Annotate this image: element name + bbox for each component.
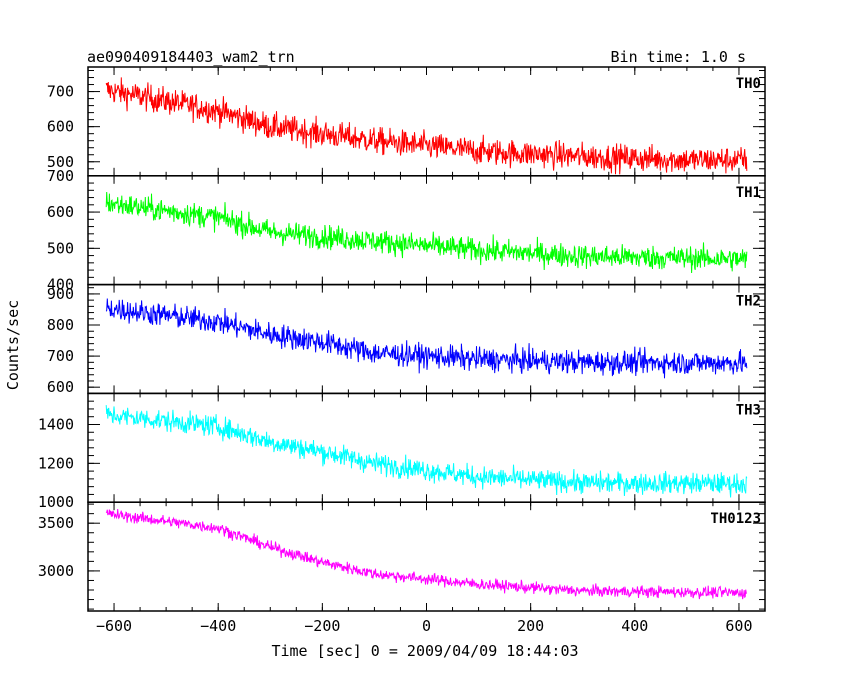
y-axis-title: Counts/sec: [4, 300, 22, 390]
y-tick-label: 600: [47, 203, 74, 221]
bin-time-label: Bin time: 1.0 s: [611, 48, 746, 66]
y-tick-label: 3000: [38, 562, 74, 580]
x-tick-label: 0: [422, 617, 431, 635]
series-line-th3: [105, 405, 748, 498]
x-axis: −600 −400 −200 0 200 400 600: [96, 617, 753, 635]
y-tick-label: 800: [47, 316, 74, 334]
chart-title: ae090409184403_wam2_trn: [87, 48, 295, 66]
x-axis-title: Time [sec] 0 = 2009/04/09 18:44:03: [271, 642, 578, 660]
panel-th0123: 3000 3500 TH0123: [38, 501, 766, 612]
series-line-th0123: [105, 509, 747, 600]
x-tick-label: 600: [725, 617, 752, 635]
y-tick-label: 600: [47, 118, 74, 136]
panel-label-th0123: TH0123: [710, 511, 761, 527]
panel-label-th2: TH2: [736, 294, 761, 310]
panel-label-th3: TH3: [736, 402, 761, 418]
y-tick-label: 700: [47, 347, 74, 365]
y-tick-label: 400: [47, 276, 74, 294]
y-tick-label: 1400: [38, 415, 74, 433]
series-line-th2: [105, 298, 748, 379]
y-tick-label: 700: [47, 167, 74, 185]
x-tick-label: 200: [517, 617, 544, 635]
panel-frame: [87, 283, 766, 395]
panel-frame: [87, 66, 766, 177]
x-tick-label: −400: [200, 617, 236, 635]
y-tick-label: 500: [47, 239, 74, 257]
y-tick-label: 900: [47, 285, 74, 303]
y-tick-label: 600: [47, 378, 74, 396]
panel-frame: [87, 501, 766, 612]
y-tick-label: 1200: [38, 454, 74, 472]
x-tick-label: 400: [621, 617, 648, 635]
x-tick-label: −200: [304, 617, 340, 635]
panel-th3: 1000 1200 1400 TH3: [38, 392, 766, 511]
y-tick-label: 700: [47, 83, 74, 101]
panel-frame: [87, 175, 766, 286]
series-line-th1: [105, 191, 748, 274]
y-tick-label: 3500: [38, 514, 74, 532]
y-tick-label: 1000: [38, 493, 74, 511]
panels-group: 500 600 700 TH0 400 500 600 700 TH1 600 700 800 900 T…: [38, 66, 766, 612]
x-tick-label: −600: [96, 617, 132, 635]
panel-label-th1: TH1: [736, 185, 761, 201]
panel-th2: 600 700 800 900 TH2: [47, 283, 766, 396]
y-tick-label: 500: [47, 153, 74, 171]
panel-label-th0: TH0: [736, 76, 761, 92]
panel-th1: 400 500 600 700 TH1: [47, 167, 766, 294]
series-line-th0: [105, 77, 748, 175]
panel-th0: 500 600 700 TH0: [47, 66, 766, 177]
